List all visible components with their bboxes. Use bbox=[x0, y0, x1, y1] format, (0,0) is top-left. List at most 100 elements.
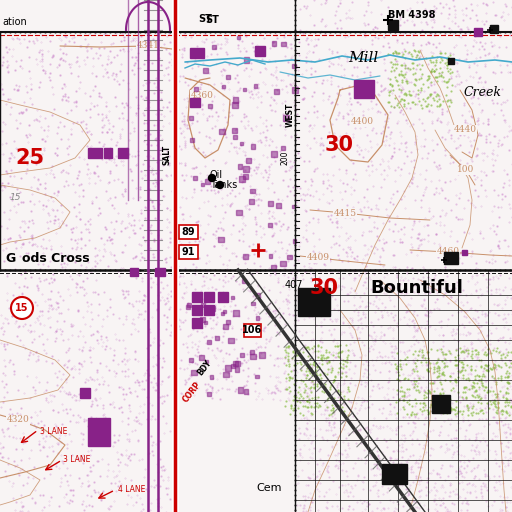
Bar bbox=[243, 254, 248, 259]
Bar bbox=[221, 312, 224, 315]
Bar bbox=[287, 255, 292, 259]
Text: Creek: Creek bbox=[464, 86, 502, 98]
Bar bbox=[282, 41, 286, 46]
Text: 4400: 4400 bbox=[351, 117, 373, 126]
Text: 4320: 4320 bbox=[7, 416, 29, 424]
Bar bbox=[474, 28, 482, 36]
Bar bbox=[222, 85, 225, 89]
Text: G: G bbox=[5, 251, 15, 265]
Text: ST: ST bbox=[205, 15, 219, 25]
Bar bbox=[293, 240, 296, 243]
Bar bbox=[204, 322, 206, 325]
Bar bbox=[251, 302, 254, 305]
Bar bbox=[292, 87, 298, 93]
Bar bbox=[88, 148, 102, 158]
Bar bbox=[271, 152, 277, 158]
Bar bbox=[275, 203, 281, 208]
Text: Bountiful: Bountiful bbox=[370, 279, 463, 297]
Bar bbox=[104, 148, 112, 158]
Bar bbox=[291, 205, 295, 208]
Text: BM 4398: BM 4398 bbox=[388, 10, 436, 20]
Text: Mill: Mill bbox=[348, 51, 378, 65]
Bar bbox=[219, 129, 225, 134]
Bar bbox=[259, 352, 265, 357]
Bar bbox=[223, 310, 226, 313]
Bar bbox=[237, 36, 240, 39]
Bar bbox=[203, 68, 208, 73]
Text: 4360: 4360 bbox=[190, 91, 214, 99]
Text: 407: 407 bbox=[285, 280, 304, 290]
Text: 91: 91 bbox=[181, 247, 195, 257]
Bar bbox=[219, 295, 222, 299]
Bar bbox=[189, 358, 193, 362]
Text: WEST: WEST bbox=[286, 103, 294, 127]
Bar bbox=[388, 20, 398, 30]
Bar bbox=[274, 89, 279, 94]
Text: 30: 30 bbox=[325, 135, 354, 155]
Bar bbox=[238, 387, 243, 393]
Bar bbox=[238, 164, 242, 168]
Bar bbox=[250, 354, 255, 359]
Bar bbox=[194, 87, 198, 91]
Text: 3 LANE: 3 LANE bbox=[40, 428, 68, 437]
Bar bbox=[249, 199, 254, 204]
Bar bbox=[448, 58, 454, 64]
Bar bbox=[240, 353, 245, 357]
Bar bbox=[490, 25, 498, 33]
Bar bbox=[283, 115, 289, 121]
Text: 4460: 4460 bbox=[437, 247, 459, 257]
Bar bbox=[210, 306, 215, 310]
Bar bbox=[244, 389, 248, 394]
Bar bbox=[255, 50, 260, 55]
Bar bbox=[233, 97, 238, 102]
Text: Tanks: Tanks bbox=[210, 180, 237, 190]
Bar bbox=[204, 292, 214, 302]
Bar bbox=[80, 388, 90, 398]
Bar bbox=[205, 179, 210, 184]
Bar bbox=[298, 288, 330, 316]
Text: 100: 100 bbox=[457, 165, 475, 175]
Bar bbox=[233, 135, 237, 139]
Bar bbox=[232, 102, 238, 108]
Bar bbox=[190, 98, 200, 107]
Bar bbox=[192, 292, 202, 302]
Bar bbox=[268, 201, 273, 205]
Bar bbox=[462, 250, 467, 255]
Bar bbox=[204, 305, 214, 315]
Text: BDY: BDY bbox=[196, 358, 214, 377]
Bar bbox=[232, 310, 239, 316]
FancyBboxPatch shape bbox=[244, 324, 261, 336]
Bar bbox=[201, 183, 204, 186]
Bar bbox=[199, 355, 204, 360]
Circle shape bbox=[208, 175, 216, 181]
Bar bbox=[237, 210, 242, 215]
Text: ST: ST bbox=[198, 14, 212, 24]
Text: CORP: CORP bbox=[181, 380, 203, 404]
Bar bbox=[130, 268, 138, 276]
Bar bbox=[88, 418, 110, 446]
Bar bbox=[281, 261, 286, 266]
Bar bbox=[190, 138, 194, 142]
Bar bbox=[255, 46, 265, 56]
Bar bbox=[250, 350, 254, 354]
Circle shape bbox=[217, 181, 224, 188]
Bar bbox=[191, 370, 197, 375]
Bar bbox=[210, 375, 214, 379]
Bar bbox=[243, 89, 246, 92]
Bar bbox=[246, 158, 251, 163]
Text: 3 LANE: 3 LANE bbox=[63, 456, 91, 464]
Bar bbox=[212, 45, 216, 49]
Bar bbox=[189, 116, 193, 120]
Bar bbox=[240, 142, 243, 145]
Text: 4341: 4341 bbox=[137, 41, 159, 51]
Bar bbox=[118, 148, 128, 158]
Bar bbox=[239, 176, 245, 182]
Text: ods Cross: ods Cross bbox=[22, 251, 90, 265]
Bar bbox=[235, 361, 240, 367]
Text: 106: 106 bbox=[242, 325, 262, 335]
Bar bbox=[235, 367, 239, 372]
Bar bbox=[216, 336, 219, 340]
Text: 4415: 4415 bbox=[333, 208, 356, 218]
Text: Oil: Oil bbox=[210, 170, 223, 180]
Bar bbox=[251, 144, 255, 148]
